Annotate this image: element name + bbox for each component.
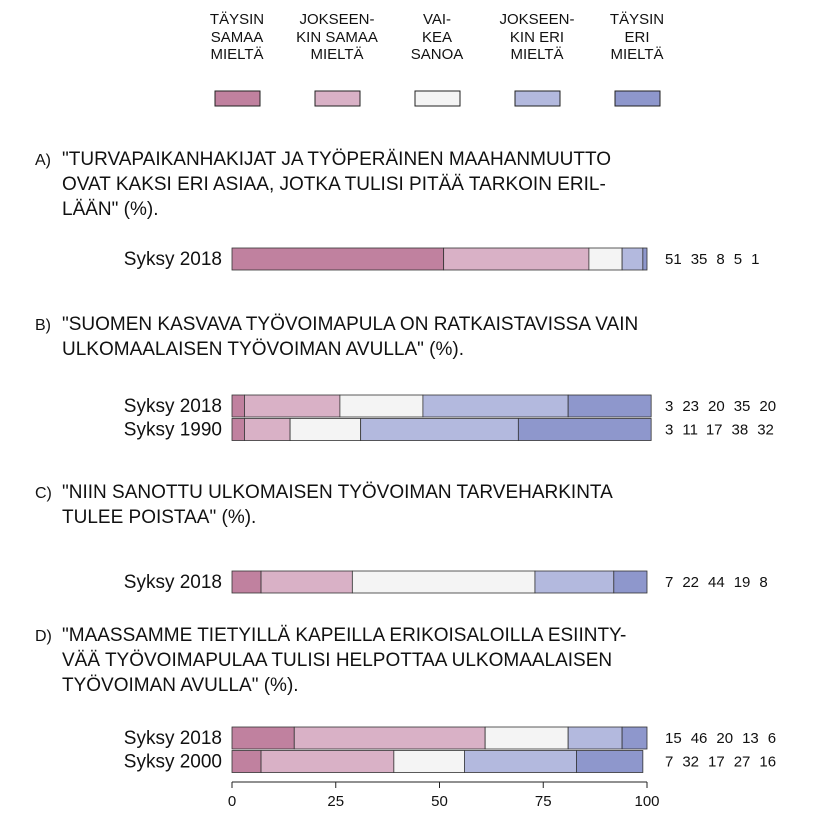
- legend-swatch: [514, 90, 561, 107]
- value-label: 8: [759, 574, 767, 591]
- bar-segment: [360, 418, 519, 441]
- x-tick-label: 75: [535, 793, 552, 810]
- row-label: Syksy 2018: [124, 572, 222, 593]
- bar-segment: [422, 394, 569, 418]
- value-label: 38: [732, 421, 749, 438]
- bar-segment: [621, 247, 644, 271]
- bar-segment: [289, 418, 362, 441]
- question-text: "SUOMEN KASVAVA TYÖVOIMAPULA ON RATKAIST…: [62, 314, 639, 360]
- value-label: 32: [682, 753, 699, 770]
- row-label: Syksy 2018: [124, 396, 222, 417]
- bar-segment: [231, 570, 262, 594]
- bar-segment: [260, 570, 353, 594]
- bar-segment: [534, 570, 615, 594]
- row-label: Syksy 1990: [124, 420, 222, 441]
- value-label: 35: [734, 398, 751, 415]
- bar-segment: [231, 247, 445, 271]
- value-label: 23: [682, 398, 699, 415]
- bar-segment: [351, 570, 536, 594]
- legend-label: TÄYSIN ERI MIELTÄ: [609, 11, 665, 63]
- value-label: 8: [716, 251, 724, 268]
- bar-segment: [621, 726, 648, 750]
- bar-segment: [613, 570, 648, 594]
- bar-segment: [231, 418, 245, 441]
- legend-swatch: [214, 90, 261, 107]
- legend-swatch: [414, 90, 461, 107]
- question-label: D): [35, 628, 52, 645]
- value-label: 20: [708, 398, 725, 415]
- question-text: "MAASSAMME TIETYILLÄ KAPEILLA ERIKOISALO…: [62, 625, 627, 696]
- value-label: 32: [757, 421, 774, 438]
- value-label: 6: [768, 730, 776, 747]
- value-labels: 7 22 44 19 8: [665, 574, 768, 591]
- x-tick-label: 0: [228, 793, 236, 810]
- bar-segment: [463, 750, 577, 773]
- value-label: 3: [665, 421, 673, 438]
- value-label: 17: [708, 753, 725, 770]
- value-label: 16: [759, 753, 776, 770]
- question-label: C): [35, 485, 52, 502]
- question-label: A): [35, 152, 51, 169]
- bar-segment: [484, 726, 569, 750]
- value-label: 19: [734, 574, 751, 591]
- question-text: "NIIN SANOTTU ULKOMAISEN TYÖVOIMAN TARVE…: [62, 482, 613, 528]
- legend-label: TÄYSIN SAMAA MIELTÄ: [209, 11, 265, 63]
- value-label: 11: [682, 421, 697, 438]
- x-tick-label: 50: [431, 793, 448, 810]
- bar-segment: [588, 247, 623, 271]
- question-label: B): [35, 317, 51, 334]
- bar-segment: [231, 394, 245, 418]
- value-label: 27: [734, 753, 751, 770]
- row-label: Syksy 2018: [124, 249, 222, 270]
- bar-segment: [339, 394, 424, 418]
- bar-segment: [567, 726, 623, 750]
- row-label: Syksy 2018: [124, 728, 222, 749]
- legend-label: JOKSEEN- KIN ERI MIELTÄ: [499, 11, 575, 63]
- bar-segment: [260, 750, 395, 773]
- value-labels: 51 35 8 5 1: [665, 251, 759, 268]
- value-label: 20: [759, 398, 776, 415]
- row-label: Syksy 2000: [124, 752, 222, 773]
- question-text: "TURVAPAIKANHAKIJAT JA TYÖPERÄINEN MAAHA…: [62, 149, 612, 220]
- value-label: 17: [706, 421, 723, 438]
- bar-segment: [231, 726, 295, 750]
- value-labels: 3 23 20 35 20: [665, 398, 776, 415]
- legend-label: JOKSEEN- KIN SAMAA MIELTÄ: [296, 11, 378, 63]
- value-labels: 15 46 20 13 6: [665, 730, 776, 747]
- bar-segment: [293, 726, 486, 750]
- bar-segment: [443, 247, 590, 271]
- x-tick-label: 100: [634, 793, 659, 810]
- value-label: 15: [665, 730, 682, 747]
- value-label: 22: [682, 574, 699, 591]
- bar-segment: [244, 418, 291, 441]
- bar-segment: [642, 247, 648, 271]
- value-label: 13: [742, 730, 759, 747]
- bar-segment: [567, 394, 652, 418]
- bar-segment: [231, 750, 262, 773]
- value-label: 20: [716, 730, 733, 747]
- value-labels: 3 11 17 38 32: [665, 421, 774, 438]
- value-labels: 7 32 17 27 16: [665, 753, 776, 770]
- bar-segment: [576, 750, 644, 773]
- value-label: 35: [691, 251, 708, 268]
- value-label: 5: [734, 251, 742, 268]
- x-tick-label: 25: [327, 793, 344, 810]
- legend-label: VAI- KEA SANOA: [410, 11, 464, 63]
- value-label: 7: [665, 574, 673, 591]
- value-label: 44: [708, 574, 725, 591]
- value-label: 7: [665, 753, 673, 770]
- value-label: 51: [665, 251, 682, 268]
- bar-segment: [517, 418, 652, 441]
- value-label: 1: [751, 251, 759, 268]
- legend-swatch: [614, 90, 661, 107]
- bar-segment: [393, 750, 465, 773]
- bar-segment: [244, 394, 341, 418]
- legend-swatch: [314, 90, 361, 107]
- value-label: 3: [665, 398, 673, 415]
- value-label: 46: [691, 730, 708, 747]
